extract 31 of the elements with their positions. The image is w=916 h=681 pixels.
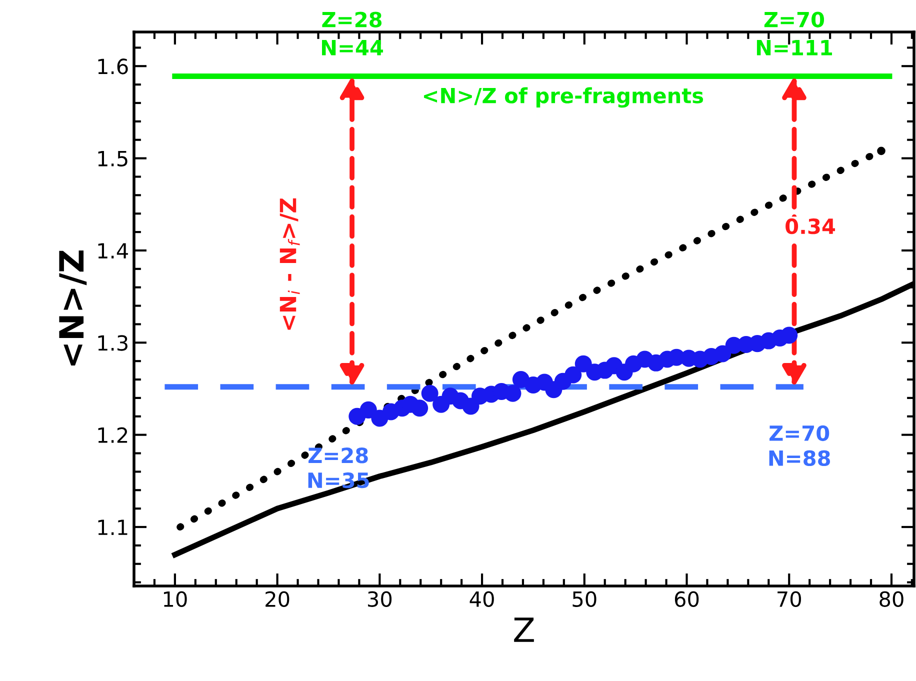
point — [574, 355, 592, 372]
point — [360, 401, 377, 418]
point — [421, 384, 438, 402]
y-tick-label: 1.6 — [98, 58, 128, 74]
series-label: <N>/Z of pre-fragments — [424, 87, 704, 108]
point — [504, 384, 522, 402]
x-tick-label: 20 — [266, 591, 290, 607]
x-tick-label: 30 — [368, 591, 392, 607]
annotation: Z=70 N=88 — [769, 425, 830, 466]
x-tick-label: 60 — [674, 591, 699, 607]
x-tick-label: 80 — [880, 591, 904, 607]
y-tick-label: 1.4 — [98, 243, 128, 258]
y-tick-label: 1.1 — [98, 520, 128, 535]
annotation: <N$_{i}$ - N$_{f}$>/Z — [280, 198, 300, 330]
point — [780, 326, 798, 344]
y-tick-label: 1.5 — [98, 151, 128, 166]
y-tick-label: 1.2 — [98, 427, 128, 443]
x-tick-label: 50 — [572, 591, 596, 607]
y-tick-label: 1.3 — [98, 335, 128, 351]
point — [564, 366, 582, 384]
point — [714, 345, 732, 362]
x-tick-label: 70 — [778, 591, 801, 607]
x-tick-label: 40 — [470, 591, 494, 607]
x-axis-title: Z — [514, 618, 534, 642]
annotation: Z=70 N=111 — [756, 12, 832, 56]
annotation: 0.34 — [786, 218, 836, 234]
y-axis-title: <N>/Z — [59, 250, 87, 366]
point — [877, 146, 886, 156]
annotation: Z=28 N=44 — [322, 12, 384, 56]
x-tick-label: 10 — [164, 591, 187, 607]
point — [411, 400, 428, 417]
